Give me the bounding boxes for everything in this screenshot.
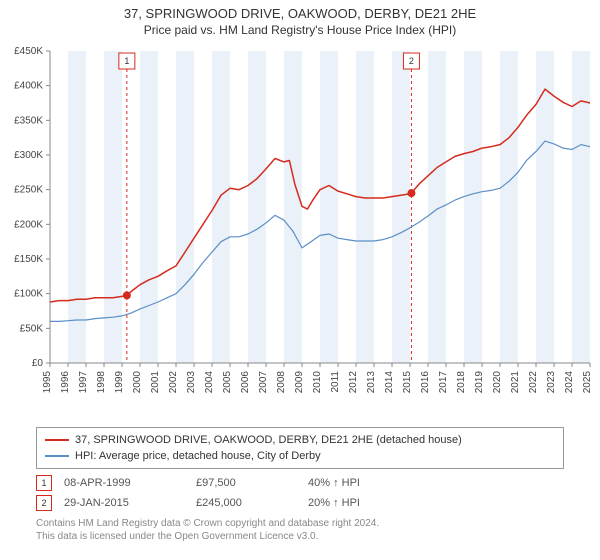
sale-marker-hpi-2: 20% ↑ HPI bbox=[308, 497, 360, 509]
legend-box: 37, SPRINGWOOD DRIVE, OAKWOOD, DERBY, DE… bbox=[36, 427, 564, 469]
sale-marker-badge-2: 2 bbox=[36, 495, 52, 511]
sale-marker-row-2: 2 29-JAN-2015 £245,000 20% ↑ HPI bbox=[36, 493, 564, 513]
svg-text:2003: 2003 bbox=[186, 371, 197, 394]
legend-row-series1: 37, SPRINGWOOD DRIVE, OAKWOOD, DERBY, DE… bbox=[45, 432, 555, 448]
chart-area: £0 £50K £100K £150K £200K £250K £300K £350K £400… bbox=[0, 41, 600, 421]
sale-marker-row-1: 1 08-APR-1999 £97,500 40% ↑ HPI bbox=[36, 473, 564, 493]
svg-text:2013: 2013 bbox=[366, 371, 377, 394]
svg-text:2022: 2022 bbox=[528, 371, 539, 394]
sale-marker-price-2: £245,000 bbox=[196, 497, 296, 509]
svg-text:2012: 2012 bbox=[348, 371, 359, 394]
svg-text:2021: 2021 bbox=[510, 371, 521, 394]
svg-text:2004: 2004 bbox=[204, 371, 215, 394]
svg-text:£350K: £350K bbox=[14, 115, 43, 126]
footer-line-1: Contains HM Land Registry data © Crown c… bbox=[36, 517, 564, 530]
svg-text:£300K: £300K bbox=[14, 150, 43, 161]
svg-text:2014: 2014 bbox=[384, 371, 395, 394]
legend-swatch-series2 bbox=[45, 455, 69, 457]
svg-text:2010: 2010 bbox=[312, 371, 323, 394]
svg-text:2015: 2015 bbox=[402, 371, 413, 394]
svg-text:2007: 2007 bbox=[258, 371, 269, 394]
chart-subtitle: Price paid vs. HM Land Registry's House … bbox=[0, 21, 600, 41]
svg-text:2011: 2011 bbox=[330, 371, 341, 393]
svg-text:2006: 2006 bbox=[240, 371, 251, 394]
svg-text:2: 2 bbox=[409, 56, 414, 66]
svg-text:1999: 1999 bbox=[114, 371, 125, 394]
svg-text:2005: 2005 bbox=[222, 371, 233, 394]
svg-text:2002: 2002 bbox=[168, 371, 179, 394]
sale-markers-block: 1 08-APR-1999 £97,500 40% ↑ HPI 2 29-JAN… bbox=[36, 473, 564, 513]
svg-text:£450K: £450K bbox=[14, 46, 43, 57]
svg-text:£400K: £400K bbox=[14, 81, 43, 92]
svg-text:£100K: £100K bbox=[14, 289, 43, 300]
chart-title: 37, SPRINGWOOD DRIVE, OAKWOOD, DERBY, DE… bbox=[0, 0, 600, 21]
svg-text:£0: £0 bbox=[32, 358, 44, 369]
svg-text:2019: 2019 bbox=[474, 371, 485, 394]
sale-marker-badge-1: 1 bbox=[36, 475, 52, 491]
sale-marker-date-1: 08-APR-1999 bbox=[64, 477, 184, 489]
sale-marker-price-1: £97,500 bbox=[196, 477, 296, 489]
svg-text:2008: 2008 bbox=[276, 371, 287, 394]
svg-text:1: 1 bbox=[124, 56, 129, 66]
footer-line-2: This data is licensed under the Open Gov… bbox=[36, 530, 564, 543]
legend-label-series2: HPI: Average price, detached house, City… bbox=[75, 448, 321, 464]
svg-text:1997: 1997 bbox=[78, 371, 89, 394]
legend-label-series1: 37, SPRINGWOOD DRIVE, OAKWOOD, DERBY, DE… bbox=[75, 432, 462, 448]
svg-text:2016: 2016 bbox=[420, 371, 431, 394]
svg-text:2024: 2024 bbox=[564, 371, 575, 394]
svg-text:1998: 1998 bbox=[96, 371, 107, 394]
svg-text:2018: 2018 bbox=[456, 371, 467, 394]
svg-text:2017: 2017 bbox=[438, 371, 449, 394]
svg-text:1995: 1995 bbox=[42, 371, 53, 394]
svg-text:2009: 2009 bbox=[294, 371, 305, 394]
line-chart-svg: £0 £50K £100K £150K £200K £250K £300K £350K £400… bbox=[0, 41, 600, 421]
svg-text:2001: 2001 bbox=[150, 371, 161, 394]
footer-attribution: Contains HM Land Registry data © Crown c… bbox=[36, 517, 564, 543]
svg-text:2025: 2025 bbox=[582, 371, 593, 394]
svg-text:£50K: £50K bbox=[20, 323, 44, 334]
legend-row-series2: HPI: Average price, detached house, City… bbox=[45, 448, 555, 464]
sale-marker-date-2: 29-JAN-2015 bbox=[64, 497, 184, 509]
svg-text:£150K: £150K bbox=[14, 254, 43, 265]
svg-text:2020: 2020 bbox=[492, 371, 503, 394]
svg-text:£200K: £200K bbox=[14, 219, 43, 230]
svg-text:£250K: £250K bbox=[14, 185, 43, 196]
svg-text:2023: 2023 bbox=[546, 371, 557, 394]
svg-text:1996: 1996 bbox=[60, 371, 71, 394]
svg-text:2000: 2000 bbox=[132, 371, 143, 394]
sale-marker-hpi-1: 40% ↑ HPI bbox=[308, 477, 360, 489]
legend-swatch-series1 bbox=[45, 439, 69, 441]
